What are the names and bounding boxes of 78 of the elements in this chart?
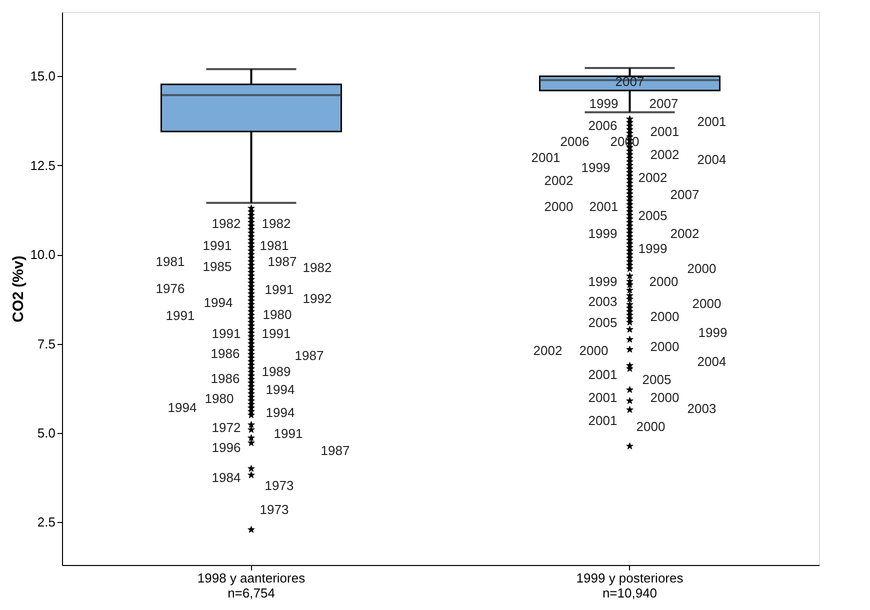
annotation: 1994 <box>266 382 295 397</box>
annotation: 1991 <box>166 308 195 323</box>
annotation: 2001 <box>589 199 618 214</box>
annotation: 1991 <box>202 238 232 253</box>
y-tick-label: 15.0 <box>30 68 56 84</box>
annotation: 2006 <box>588 118 618 133</box>
annotation: 2000 <box>544 199 574 214</box>
annotation: 1991 <box>274 426 303 441</box>
annotation: 2002 <box>650 147 680 162</box>
annotation: 2002 <box>638 170 668 185</box>
annotation: 2005 <box>588 315 618 330</box>
annotation: 1989 <box>262 364 291 379</box>
annotation: 1973 <box>260 502 289 517</box>
annotation: 1994 <box>204 295 233 310</box>
annotation: 1981 <box>260 238 289 253</box>
annotation: 1986 <box>210 346 240 361</box>
annotation: 2001 <box>588 367 618 382</box>
annotation: 1982 <box>212 216 241 231</box>
annotation: 2004 <box>697 354 726 369</box>
annotation: 1994 <box>266 405 295 420</box>
annotation: 2004 <box>697 152 726 167</box>
y-tick-label: 7.5 <box>37 336 56 352</box>
annotation: 1999 <box>581 160 610 175</box>
annotation: 2007 <box>670 187 700 202</box>
annotation: 2005 <box>638 208 668 223</box>
annotation: 2000 <box>650 390 680 405</box>
annotation: 1982 <box>302 260 332 275</box>
annotation: 2000 <box>579 343 608 358</box>
y-axis-title: CO2 (%v) <box>10 256 28 322</box>
annotation: 1982 <box>262 216 291 231</box>
annotation: 2007 <box>649 96 678 111</box>
annotation: 2006 <box>560 134 590 149</box>
annotation: 1999 <box>588 274 618 289</box>
annotation: 1991 <box>262 326 291 341</box>
annotation: 2001 <box>531 150 560 165</box>
annotation: 2000 <box>650 339 680 354</box>
annotation: 2001 <box>697 114 726 129</box>
annotation: 2002 <box>544 173 574 188</box>
annotation: 2000 <box>692 296 722 311</box>
x-tick-label: 1998 y aanteriores n=6,754 <box>197 570 306 600</box>
annotation: 1999 <box>588 226 618 241</box>
x-tick-label: 1999 y posteriores n=10,940 <box>576 570 684 600</box>
annotation: 1991 <box>264 282 294 297</box>
annotation: 1986 <box>210 371 240 386</box>
annotation: 1980 <box>262 307 292 322</box>
annotation: 1972 <box>212 420 241 435</box>
annotation: 1987 <box>294 348 324 363</box>
annotation: 1992 <box>302 291 332 306</box>
annotation: 1991 <box>212 326 241 341</box>
annotation: 2002 <box>670 226 700 241</box>
annotation: 1999 <box>638 241 668 256</box>
annotation: 2000 <box>636 419 666 434</box>
annotation: 1984 <box>212 470 241 485</box>
annotation: 1976 <box>156 281 185 296</box>
annotation: 2000 <box>687 261 716 276</box>
annotation: 2005 <box>642 372 672 387</box>
annotation: 2000 <box>649 274 678 289</box>
annotation: 1987 <box>268 254 297 269</box>
annotation: 2001 <box>588 390 618 405</box>
y-tick-label: 5.0 <box>37 425 56 440</box>
annotation: 1973 <box>264 478 294 493</box>
annotation: 2000 <box>650 309 680 324</box>
y-tick-label: 2.5 <box>37 514 56 530</box>
annotation: 1994 <box>168 400 197 415</box>
annotation: 1987 <box>320 443 350 458</box>
y-tick-label: 10.0 <box>30 247 56 262</box>
annotation: 2003 <box>687 401 716 416</box>
annotation: 2001 <box>650 124 680 139</box>
annotation: 1981 <box>156 254 185 269</box>
annotation: 2001 <box>588 413 618 428</box>
annotation: 2003 <box>588 294 618 309</box>
annotation: 1999 <box>698 325 728 340</box>
annotation: 2002 <box>533 343 562 358</box>
annotation: 1980 <box>204 391 234 406</box>
annotation: 1999 <box>589 96 618 111</box>
y-tick-label: 12.5 <box>30 158 56 173</box>
annotation: 1985 <box>202 259 232 274</box>
annotation: 1996 <box>212 440 241 455</box>
